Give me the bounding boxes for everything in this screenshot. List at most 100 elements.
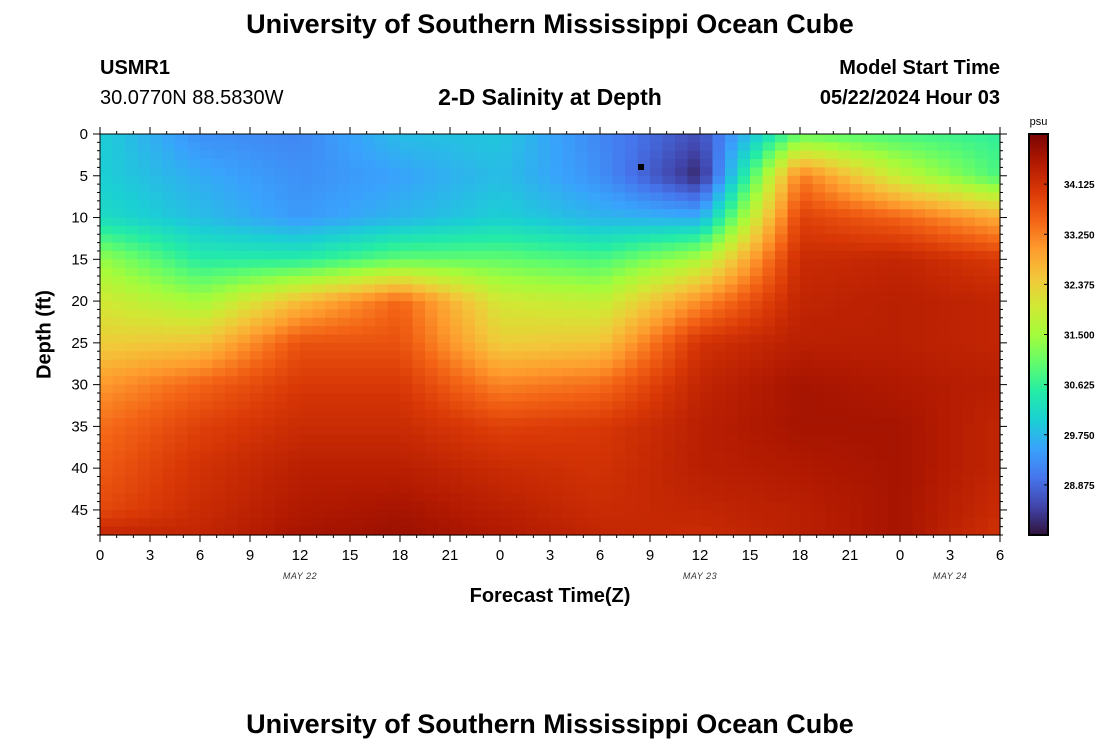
heatmap-cell — [162, 250, 176, 260]
heatmap-cell — [725, 509, 739, 519]
heatmap-cell — [187, 234, 201, 244]
heatmap-cell — [237, 493, 251, 503]
heatmap-cell — [587, 401, 601, 411]
heatmap-cell — [737, 501, 751, 511]
heatmap-cell — [412, 484, 426, 494]
heatmap-cell — [662, 200, 676, 210]
heatmap-cell — [212, 518, 226, 528]
heatmap-cell — [112, 484, 126, 494]
heatmap-cell — [425, 409, 439, 419]
heatmap-cell — [462, 493, 476, 503]
heatmap-cell — [962, 309, 976, 319]
heatmap-cell — [450, 493, 464, 503]
heatmap-cell — [812, 359, 826, 369]
heatmap-cell — [212, 225, 226, 235]
heatmap-cell — [200, 443, 214, 453]
heatmap-cell — [287, 217, 301, 227]
heatmap-cell — [362, 351, 376, 361]
heatmap-cell — [875, 159, 889, 169]
heatmap-cell — [412, 443, 426, 453]
heatmap-cell — [225, 234, 239, 244]
heatmap-cell — [575, 175, 589, 185]
heatmap-cell — [575, 326, 589, 336]
heatmap-cell — [100, 209, 114, 219]
heatmap-cell — [762, 501, 776, 511]
heatmap-cell — [725, 217, 739, 227]
heatmap-cell — [150, 443, 164, 453]
heatmap-cell — [737, 167, 751, 177]
heatmap-cell — [650, 501, 664, 511]
heatmap-cell — [800, 134, 814, 143]
heatmap-cell — [525, 493, 539, 503]
heatmap-cell — [200, 342, 214, 352]
heatmap-cell — [112, 167, 126, 177]
heatmap-cell — [125, 342, 139, 352]
heatmap-cell — [912, 234, 926, 244]
heatmap-cell — [337, 184, 351, 194]
heatmap-cell — [187, 167, 201, 177]
heatmap-cell — [675, 384, 689, 394]
heatmap-cell — [887, 276, 901, 285]
heatmap-cell — [475, 426, 489, 436]
heatmap-cell — [325, 292, 339, 302]
heatmap-cell — [100, 418, 114, 427]
heatmap-cell — [762, 376, 776, 386]
heatmap-cell — [137, 250, 151, 260]
heatmap-cell — [600, 234, 614, 244]
heatmap-cell — [925, 184, 939, 194]
heatmap-cell — [587, 284, 601, 294]
heatmap-cell — [737, 401, 751, 411]
heatmap-cell — [250, 217, 264, 227]
heatmap-cell — [162, 309, 176, 319]
heatmap-cell — [137, 409, 151, 419]
heatmap-cell — [825, 518, 839, 528]
heatmap-cell — [562, 443, 576, 453]
heatmap-cell — [637, 401, 651, 411]
heatmap-cell — [187, 434, 201, 444]
heatmap-cell — [400, 150, 414, 160]
heatmap-cell — [675, 359, 689, 369]
heatmap-cell — [250, 284, 264, 294]
heatmap-cell — [275, 434, 289, 444]
heatmap-cell — [137, 276, 151, 285]
heatmap-cell — [787, 167, 801, 177]
heatmap-cell — [475, 192, 489, 202]
heatmap-cell — [400, 142, 414, 152]
heatmap-cell — [562, 217, 576, 227]
heatmap-cell — [787, 426, 801, 436]
heatmap-cell — [987, 250, 1001, 260]
heatmap-cell — [800, 392, 814, 402]
heatmap-cell — [912, 159, 926, 169]
heatmap-cell — [787, 192, 801, 202]
heatmap-cell — [162, 426, 176, 436]
heatmap-cell — [500, 134, 514, 143]
heatmap-cell — [625, 142, 639, 152]
heatmap-cell — [862, 367, 876, 377]
heatmap-cell — [912, 401, 926, 411]
heatmap-cell — [175, 259, 189, 269]
heatmap-cell — [100, 142, 114, 152]
heatmap-cell — [212, 259, 226, 269]
heatmap-cell — [875, 309, 889, 319]
heatmap-cell — [975, 175, 989, 185]
heatmap-cell — [725, 476, 739, 486]
heatmap-cell — [900, 342, 914, 352]
heatmap-cell — [350, 276, 364, 285]
heatmap-cell — [937, 200, 951, 210]
heatmap-cell — [312, 518, 326, 528]
heatmap-cell — [437, 401, 451, 411]
heatmap-cell — [512, 509, 526, 519]
heatmap-cell — [837, 518, 851, 528]
heatmap-cell — [412, 401, 426, 411]
heatmap-cell — [750, 351, 764, 361]
heatmap-cell — [462, 225, 476, 235]
heatmap-cell — [325, 334, 339, 344]
heatmap-cell — [887, 184, 901, 194]
heatmap-cell — [462, 509, 476, 519]
heatmap-cell — [887, 359, 901, 369]
heatmap-cell — [887, 526, 901, 536]
heatmap-cell — [175, 351, 189, 361]
heatmap-cell — [100, 309, 114, 319]
heatmap-cell — [537, 292, 551, 302]
heatmap-cell — [700, 259, 714, 269]
